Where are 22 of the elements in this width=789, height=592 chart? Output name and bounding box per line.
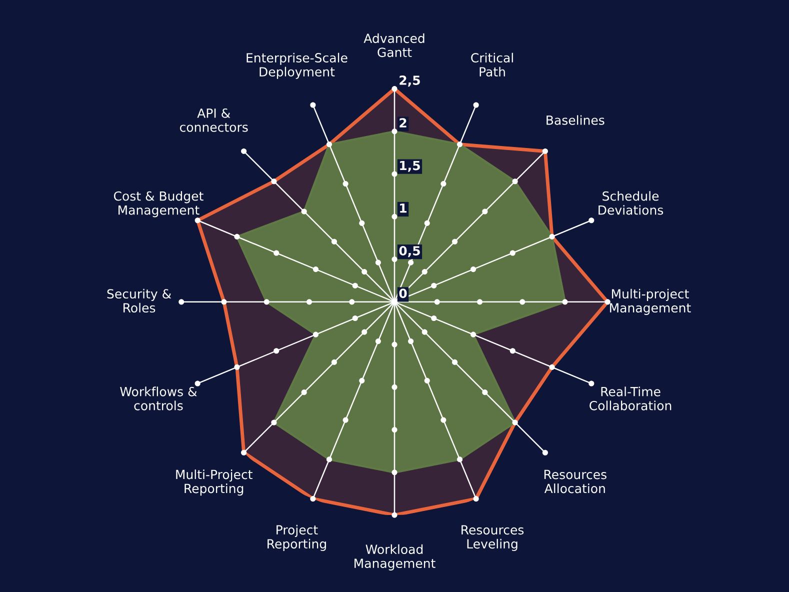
spoke-label: Enterprise-Scale Deployment xyxy=(246,52,348,79)
spoke-label: Workflows & controls xyxy=(120,386,197,410)
y-tick-label: 0 xyxy=(399,288,407,298)
spoke-label: Cost & Budget Management xyxy=(114,191,204,218)
spoke-label: Multi-project Management xyxy=(610,288,691,315)
spoke-label: Advanced Gantt xyxy=(364,33,424,58)
spoke-label: Schedule Deviations xyxy=(598,191,664,215)
spoke-label: Multi-Project Reporting xyxy=(176,470,252,496)
spoke-label: API & connectors xyxy=(180,108,248,132)
spoke-label: Critical Path xyxy=(471,52,513,77)
spoke-label: Real-Time Collaboration xyxy=(590,386,672,410)
spoke-label: Baselines xyxy=(546,115,604,125)
y-tick-label: 1 xyxy=(400,204,407,213)
spoke-label: Resources Leveling xyxy=(462,525,524,551)
y-tick-label: 0,5 xyxy=(399,246,420,258)
spoke-label: Resources Allocation xyxy=(544,470,606,494)
spoke-label: Security & Roles xyxy=(107,288,172,313)
y-tick-label: 1,5 xyxy=(400,160,420,172)
spoke-label: Workload Management xyxy=(354,544,436,570)
y-tick-label: 2,5 xyxy=(400,76,420,87)
spoke-label: Project Reporting xyxy=(268,524,326,551)
y-tick-label: 2 xyxy=(400,118,406,128)
